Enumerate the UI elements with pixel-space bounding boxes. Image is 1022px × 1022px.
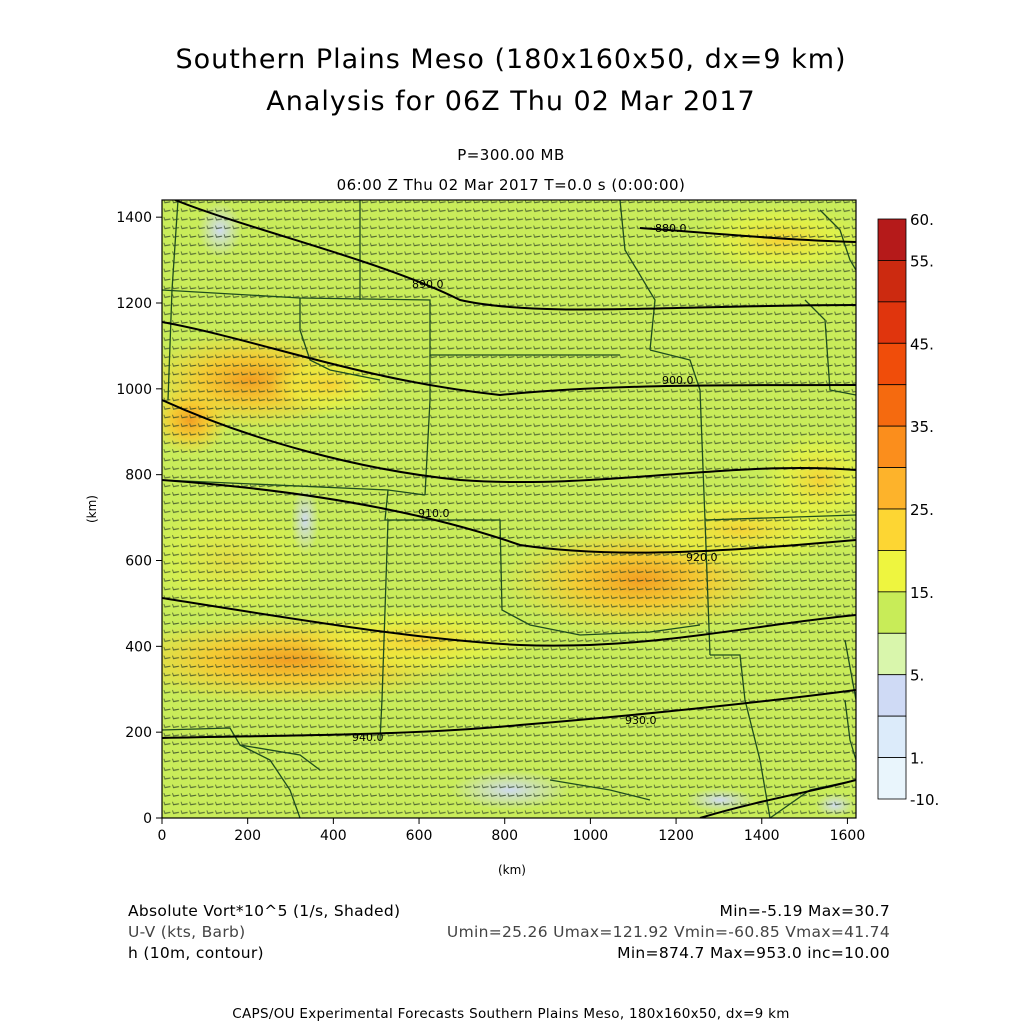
x-tick-label: 0: [158, 828, 167, 844]
x-tick-label: 400: [320, 828, 347, 844]
colorbar-swatch: [877, 425, 907, 468]
vorticity-field: 880.0 890.0 900.0 910.0 920.0 930.0 940.…: [162, 200, 856, 818]
y-tick-label: 200: [125, 725, 152, 741]
y-tick-label: 1400: [116, 210, 152, 226]
title-line-1: Southern Plains Meso (180x160x50, dx=9 k…: [175, 44, 847, 75]
height-contours: [162, 200, 856, 818]
colorbar-swatch: [877, 508, 907, 551]
colorbar-swatch: [877, 674, 907, 717]
y-tick-label: 0: [143, 811, 152, 827]
contour-label-880: 880.0: [655, 222, 687, 235]
colorbar-label: 15.: [910, 584, 934, 602]
y-tick-label: 1200: [116, 296, 152, 312]
x-tick-label: 200: [234, 828, 261, 844]
colorbar-label: 45.: [910, 335, 934, 353]
contour-label-910: 910.0: [418, 507, 450, 520]
y-axis: 0 200 400 600 800 1000 1200 1400: [116, 210, 162, 827]
title-line-2: Analysis for 06Z Thu 02 Mar 2017: [266, 86, 756, 117]
legend-height-stats: Min=874.7 Max=953.0 inc=10.00: [617, 944, 890, 962]
colorbar-swatch: [877, 467, 907, 510]
y-tick-label: 600: [125, 554, 152, 570]
x-tick-label: 600: [406, 828, 433, 844]
legend-field-wind: U-V (kts, Barb): [128, 923, 246, 941]
colorbar-swatch: [877, 550, 907, 593]
legend-field-height: h (10m, contour): [128, 944, 264, 962]
colorbar-label: -10.: [910, 791, 939, 809]
contour-label-930: 930.0: [625, 714, 657, 727]
y-tick-label: 1000: [116, 382, 152, 398]
y-axis-label: (km): [85, 495, 99, 523]
legend-vorticity-stats: Min=-5.19 Max=30.7: [719, 902, 890, 920]
x-axis: 0 200 400 600 800 1000 1200 1400 1600: [158, 818, 866, 844]
level-label: P=300.00 MB: [457, 146, 565, 164]
x-tick-label: 1600: [830, 828, 866, 844]
colorbar-swatch: [877, 591, 907, 634]
x-tick-label: 1400: [744, 828, 780, 844]
colorbar-swatch: [877, 384, 907, 427]
colorbar-swatch: [877, 757, 907, 800]
contour-label-900: 900.0: [662, 374, 694, 387]
colorbar-swatch: [877, 260, 907, 303]
y-tick-label: 800: [125, 468, 152, 484]
colorbar-label: 1.: [910, 750, 924, 768]
state-borders: [162, 200, 856, 818]
plot-frame: [161, 199, 857, 819]
colorbar-label: 35.: [910, 418, 934, 436]
colorbar-label: 55.: [910, 252, 934, 270]
colorbar-swatch: [877, 218, 907, 261]
colorbar-label: 5.: [910, 667, 924, 685]
colorbar-label: 25.: [910, 501, 934, 519]
legend-wind-stats: Umin=25.26 Umax=121.92 Vmin=-60.85 Vmax=…: [446, 923, 890, 941]
x-tick-label: 1200: [658, 828, 694, 844]
colorbar-swatch: [877, 715, 907, 758]
footer-credit: CAPS/OU Experimental Forecasts Southern …: [232, 1006, 790, 1022]
contour-label-920: 920.0: [686, 551, 718, 564]
time-label: 06:00 Z Thu 02 Mar 2017 T=0.0 s (0:00:00…: [336, 176, 686, 194]
contour-label-890: 890.0: [412, 278, 444, 291]
contour-labels: 880.0 890.0 900.0 910.0 920.0 930.0 940.…: [352, 222, 718, 744]
colorbar-swatch: [877, 301, 907, 344]
x-tick-label: 1000: [573, 828, 609, 844]
colorbar-label: 60.: [910, 211, 934, 229]
x-tick-label: 800: [491, 828, 518, 844]
legend-field-vorticity: Absolute Vort*10^5 (1/s, Shaded): [128, 902, 401, 920]
y-tick-label: 400: [125, 639, 152, 655]
colorbar: 60. 55. 45. 35. 25. 15. 5. 1. -10.: [877, 211, 939, 809]
x-axis-label: (km): [498, 863, 526, 877]
colorbar-swatch: [877, 632, 907, 676]
contour-label-940: 940.0: [352, 731, 384, 744]
colorbar-swatch: [877, 342, 907, 386]
